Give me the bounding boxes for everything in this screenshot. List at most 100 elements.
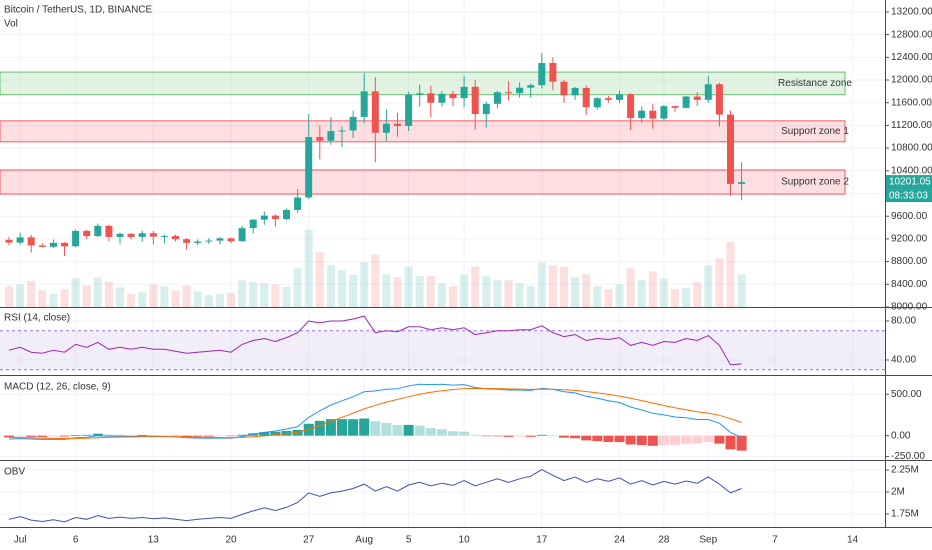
candle [349,110,357,138]
candle [649,103,657,129]
pane-title: OBV [4,467,25,478]
histogram-bar [314,420,325,436]
histogram-bar [103,434,114,436]
zone-label: Support zone 2 [781,177,849,188]
candle [627,93,635,130]
volume-bar [16,284,25,307]
candle-body [116,233,124,237]
candle-body [27,237,35,246]
volume-bar [648,271,657,307]
candle-body [149,233,157,237]
candle [116,232,124,244]
histogram-bar [59,435,70,437]
x-tick-label: 10 [459,535,471,546]
candle-body [205,240,213,242]
x-tick-label: 7 [772,535,778,546]
histogram-bar [381,422,392,436]
volume-bar [515,283,524,307]
histogram-bar [403,424,414,436]
volume-bar [315,252,324,307]
x-tick-label: Aug [355,535,373,546]
x-tick-label: 5 [406,535,412,546]
candle [5,236,13,246]
candle-body [660,106,668,119]
histogram-bar [525,435,536,437]
volume-bar [637,280,646,307]
countdown-label: 08:33:03 [889,191,928,202]
histogram-bar [148,435,159,436]
volume-bar [360,262,369,307]
candle-body [160,236,168,238]
candle [327,116,335,145]
histogram-bar [547,435,558,437]
candle [227,237,235,244]
volume-bar [737,274,746,307]
volume-bar [60,289,69,307]
candle-body [172,236,179,240]
volume-bar [204,295,213,307]
x-tick-label: 13 [148,535,160,546]
x-tick-label: 28 [658,535,670,546]
indicator-line [8,315,742,366]
histogram-bar [226,435,236,437]
histogram-bar [115,434,125,436]
candle-body [549,62,557,82]
volume-bar [149,284,158,307]
candle [382,109,390,141]
histogram-bar [214,435,225,437]
histogram-bar [581,435,592,441]
histogram-bar [137,434,148,436]
volume-bar [404,266,413,307]
candle [127,233,135,240]
volume-bar [704,265,713,307]
y-tick-label: 2.25M [891,465,919,476]
histogram-bar [270,431,281,436]
candle [216,237,224,245]
candle-body [682,96,690,108]
volume-bar [304,229,313,307]
volume-bar [349,274,358,307]
candle-body [405,94,413,126]
histogram-bar [570,435,581,439]
volume-bar [238,280,247,307]
candle [271,214,279,227]
volume-bar [193,291,202,307]
volume-bar [249,282,258,307]
candle-body [338,130,346,132]
y-tick-label: 13200.00 [891,7,932,18]
histogram-bar [692,435,703,444]
volume-bar [560,266,568,307]
candle-body [571,87,579,96]
candle-body [460,86,468,99]
candle [704,76,712,103]
y-tick-label: 0.00 [891,430,911,441]
last-price-label: 10201.05 [889,177,931,188]
candle-body [416,93,424,95]
histogram-bar [392,425,403,436]
signal-line [8,387,742,440]
candle [427,85,435,118]
candle-body [5,239,13,243]
candle-body [638,110,646,119]
candle-body [183,239,191,243]
candle-body [249,219,257,229]
candle-body [482,103,490,115]
candle [505,81,512,101]
candle [438,91,446,107]
histogram-bar [359,418,370,436]
volume-bar [726,241,735,307]
indicator-line [8,469,742,523]
volume-bar [104,282,113,307]
candle-body [604,98,612,100]
candle-body [704,84,712,100]
histogram-bar [592,435,603,442]
volume-bar [393,277,402,307]
volume-bar [71,278,80,307]
candle [727,110,734,196]
candle [283,208,290,220]
volume-bar [338,270,346,307]
histogram-bar [503,435,514,437]
candle-body [438,93,446,103]
candle-body [271,215,279,220]
volume-bar [482,276,491,307]
